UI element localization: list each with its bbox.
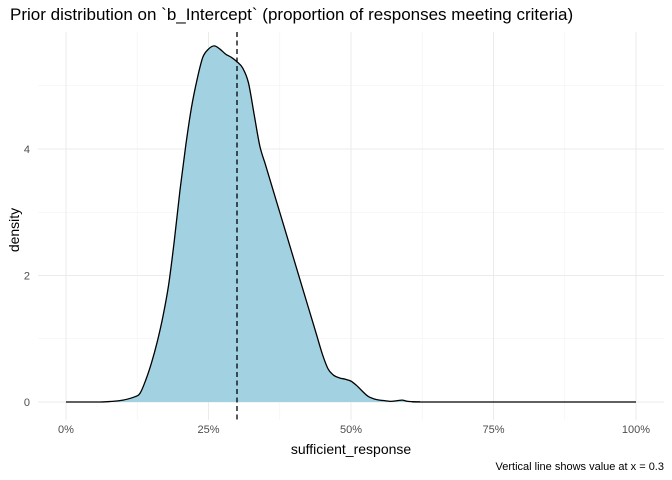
y-axis-ticks: 0 2 4 (24, 144, 30, 409)
x-axis-title: sufficient_response (291, 441, 412, 457)
chart-title: Prior distribution on `b_Intercept` (pro… (10, 5, 573, 24)
chart-caption: Vertical line shows value at x = 0.3 (496, 461, 664, 473)
density-curve (66, 45, 636, 403)
y-tick-label: 0 (24, 397, 30, 409)
y-axis-title: density (6, 208, 22, 252)
x-tick-label: 25% (197, 424, 219, 436)
x-tick-label: 100% (622, 424, 650, 436)
x-tick-label: 0% (58, 424, 74, 436)
density-area (66, 45, 636, 403)
x-tick-label: 50% (340, 424, 362, 436)
x-axis-ticks: 0% 25% 50% 75% 100% (58, 424, 650, 436)
y-tick-label: 4 (24, 144, 30, 156)
y-tick-label: 2 (24, 271, 30, 283)
x-tick-label: 75% (482, 424, 504, 436)
major-gridlines (38, 32, 664, 420)
